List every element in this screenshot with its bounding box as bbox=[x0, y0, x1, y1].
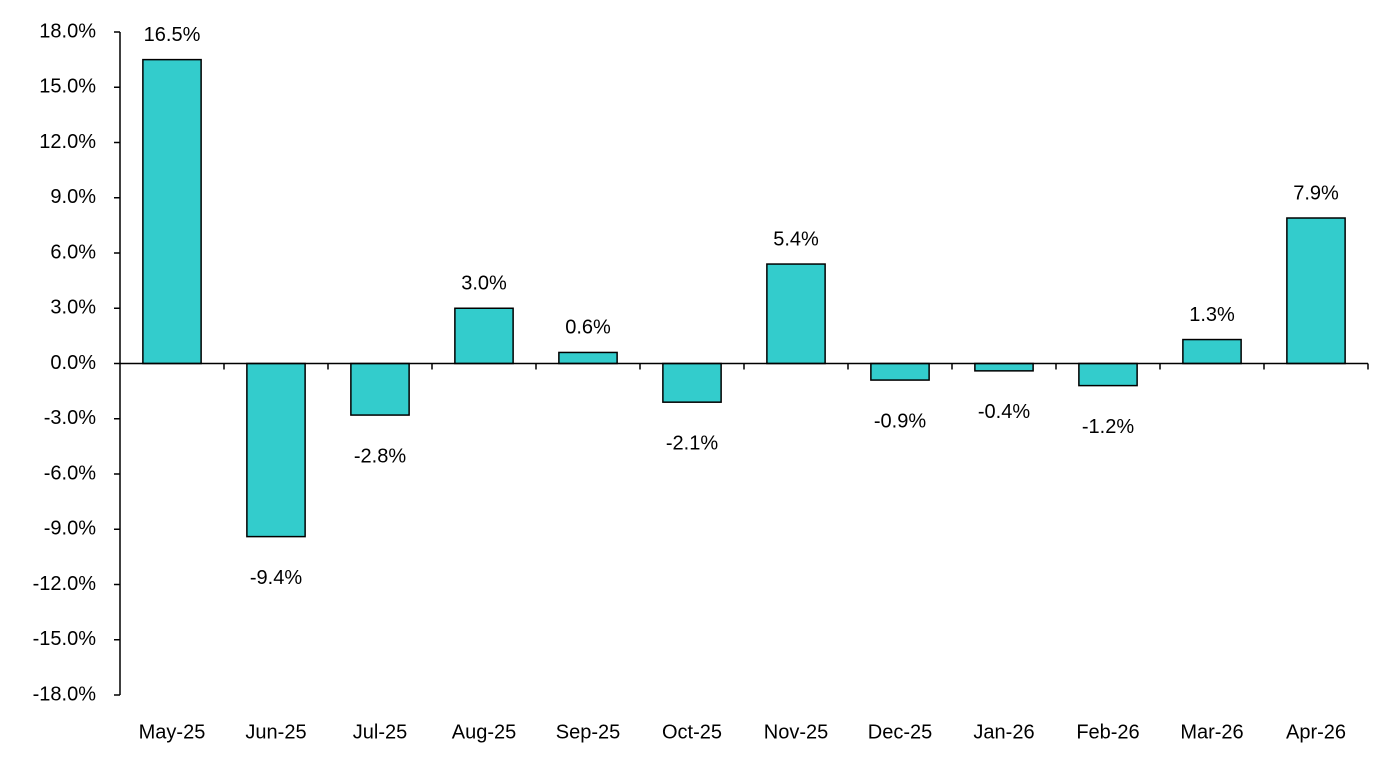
x-tick-label: Apr-26 bbox=[1286, 721, 1346, 743]
y-tick-label: -15.0% bbox=[33, 628, 97, 650]
y-tick-label: -3.0% bbox=[44, 407, 96, 429]
x-tick-label: May-25 bbox=[139, 721, 206, 743]
bar bbox=[1182, 338, 1242, 365]
bar bbox=[454, 307, 514, 365]
x-tick-label: Dec-25 bbox=[868, 721, 932, 743]
bar bbox=[662, 362, 722, 403]
y-tick-label: 3.0% bbox=[50, 297, 96, 319]
value-label: 3.0% bbox=[461, 273, 507, 295]
x-tick-label: Sep-25 bbox=[556, 721, 621, 743]
bar bbox=[142, 58, 202, 365]
value-label: 16.5% bbox=[144, 24, 201, 46]
bar bbox=[766, 263, 826, 365]
x-tick-label: Oct-25 bbox=[662, 721, 722, 743]
x-tick-label: Nov-25 bbox=[764, 721, 828, 743]
y-tick-label: -9.0% bbox=[44, 518, 96, 540]
value-label: -2.8% bbox=[354, 445, 406, 467]
value-label: -0.4% bbox=[978, 401, 1030, 423]
bar bbox=[246, 362, 306, 538]
x-tick-label: Aug-25 bbox=[452, 721, 517, 743]
value-label: -2.1% bbox=[666, 432, 718, 454]
value-label: 0.6% bbox=[565, 317, 611, 339]
value-label: 7.9% bbox=[1293, 182, 1339, 204]
value-label: -1.2% bbox=[1082, 416, 1134, 438]
y-tick-label: 6.0% bbox=[50, 241, 96, 263]
bar bbox=[1078, 362, 1138, 387]
value-label: 5.4% bbox=[773, 228, 819, 250]
bar bbox=[558, 351, 618, 365]
y-tick-label: -6.0% bbox=[44, 462, 96, 484]
value-label: 1.3% bbox=[1189, 304, 1235, 326]
x-tick-label: Jan-26 bbox=[973, 721, 1034, 743]
value-label: -0.9% bbox=[874, 410, 926, 432]
y-tick-label: 12.0% bbox=[39, 131, 96, 153]
y-tick-label: -18.0% bbox=[33, 683, 97, 705]
y-tick-label: 0.0% bbox=[50, 352, 96, 374]
y-tick-label: 9.0% bbox=[50, 186, 96, 208]
bar bbox=[350, 362, 410, 416]
bar bbox=[870, 362, 930, 381]
y-tick-label: -12.0% bbox=[33, 573, 97, 595]
x-tick-label: Jul-25 bbox=[353, 721, 407, 743]
x-tick-label: Jun-25 bbox=[245, 721, 306, 743]
bar bbox=[974, 362, 1034, 372]
y-tick-label: 18.0% bbox=[39, 20, 96, 42]
bar bbox=[1286, 217, 1346, 365]
x-tick-label: Mar-26 bbox=[1180, 721, 1243, 743]
y-tick-label: 15.0% bbox=[39, 76, 96, 98]
x-tick-label: Feb-26 bbox=[1076, 721, 1139, 743]
value-label: -9.4% bbox=[250, 567, 302, 589]
